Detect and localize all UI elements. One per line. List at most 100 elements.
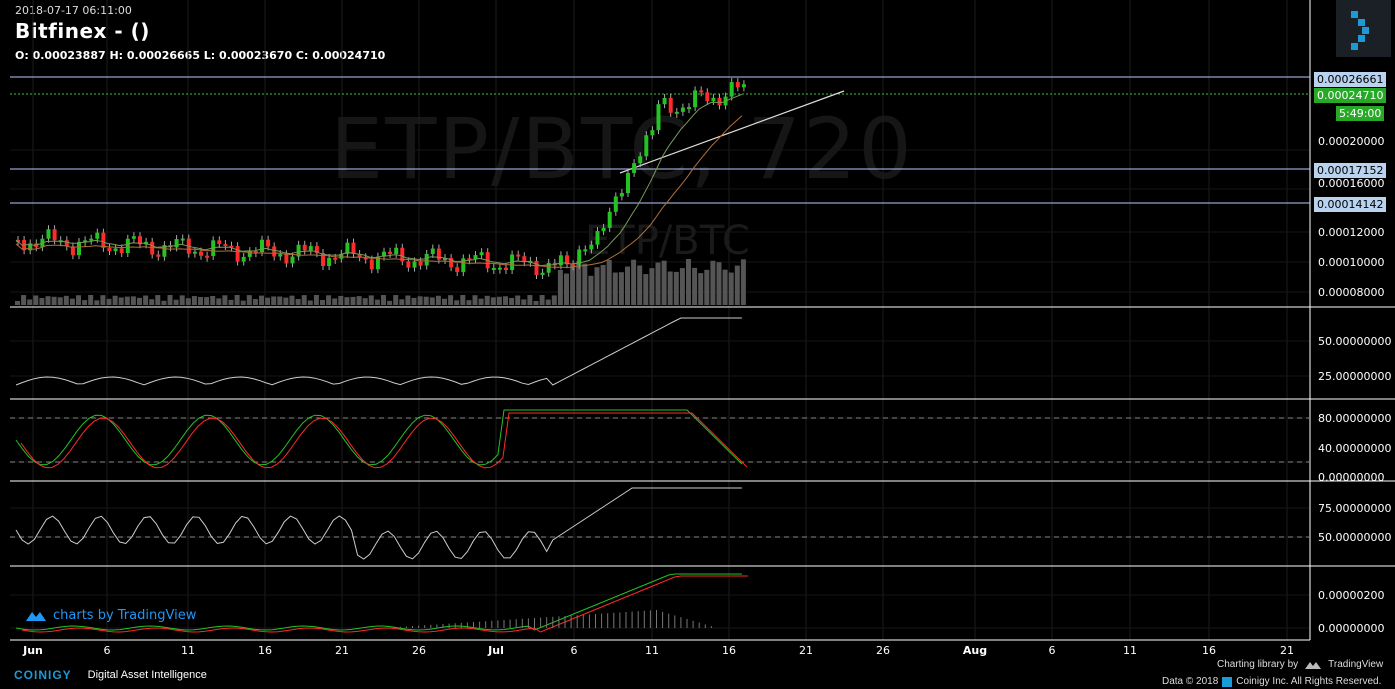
volume-bar [399,299,405,305]
macd-line [15,573,742,631]
candle-body [717,97,722,106]
volume-bar [198,296,203,305]
volume-bar [411,297,417,305]
tradingview-label[interactable]: TradingView [1328,659,1384,670]
candle-body [272,246,277,257]
volume-bar [234,295,240,305]
coinigy-logo-icon[interactable] [1336,0,1391,57]
time-tick-label: 6 [1049,644,1056,657]
volume-bar [295,299,301,305]
volume-bar [527,295,533,305]
volume-bar [582,263,588,305]
volume-bar [515,295,521,305]
volume-bar [503,296,508,305]
volume-bar [551,295,557,305]
volume-bar [417,296,423,305]
time-tick-label: 6 [571,644,578,657]
candle-body [260,239,264,253]
candle-body [741,84,746,88]
tradingview-link[interactable]: charts by TradingView [25,608,196,623]
volume-bar [222,295,228,305]
candle-body [302,244,307,251]
time-tick-label: 21 [1280,644,1294,657]
candle-body [83,240,88,243]
volume-bar [39,298,45,305]
candle-body [534,260,539,275]
time-tick-label: 16 [722,644,736,657]
time-tick-label: 21 [799,644,813,657]
volume-bar [478,298,484,305]
candle-body [327,257,332,266]
volume-bar [265,297,271,305]
candle-body [28,243,33,251]
candle-body [443,258,447,261]
symbol-watermark: ETP/BTC, 720 [330,100,914,198]
coinigy-small-icon [1222,676,1233,687]
candle-body [278,254,283,257]
candle-body [101,232,106,248]
candle-body [424,253,429,266]
volume-bar [149,299,155,305]
price-tick-label: 0.00020000 [1318,135,1384,148]
candle-body [705,92,710,101]
candle-body [150,241,155,255]
volume-bar [45,296,51,305]
volume-bar [564,273,569,305]
volume-bar [27,299,33,305]
volume-bar [185,298,191,305]
ohlc-readout: O: 0.00023887 H: 0.00026665 L: 0.0002367… [15,49,386,62]
macd-signal-line [21,575,748,633]
volume-bar [631,259,637,305]
volume-bar [320,299,325,305]
candle-body [192,251,197,254]
volume-bar [338,295,344,305]
candle-body [650,130,655,136]
candle-body [693,90,698,108]
candle-body [296,244,301,257]
volume-bar [356,296,362,305]
volume-bar [618,272,624,305]
candle-body [400,247,405,262]
volume-bar [124,296,130,305]
volume-bar [442,298,447,305]
volume-bar [381,295,386,305]
tv-label[interactable]: charts by TradingView [53,608,197,623]
volume-bar [716,262,722,305]
candle-body [46,229,51,239]
trend-line [619,90,845,174]
candle-body [52,229,57,241]
candle-body [613,196,618,212]
volume-bar [649,268,655,305]
volume-bar [710,260,716,305]
volume-bar [722,269,728,305]
candle-body [382,251,386,257]
stoch-k-line [15,409,743,466]
candle-body [668,97,673,113]
volume-bar [173,299,179,305]
candle-body [565,255,569,265]
candle-body [626,172,630,193]
time-tick-label: 26 [876,644,890,657]
candlesticks [16,78,746,279]
volume-bar [734,265,740,305]
time-tick-label: 11 [181,644,195,657]
indicator-tick-label: 80.00000000 [1318,412,1391,425]
candle-body [199,251,203,256]
candle-body [131,236,136,239]
candle-body [321,253,325,266]
volume-bar [454,300,460,305]
candle-body [156,254,161,257]
ma-slow-line [15,115,743,268]
candle-body [217,240,222,245]
volume-bar [210,295,216,305]
candle-body [711,97,716,101]
candle-body [473,255,478,260]
volume-bar [106,298,112,305]
volume-bar [698,273,704,305]
volume-bar [637,265,643,305]
candle-body [583,249,588,252]
candle-body [412,261,417,268]
candle-body [516,254,521,257]
volume-bar [533,300,539,305]
